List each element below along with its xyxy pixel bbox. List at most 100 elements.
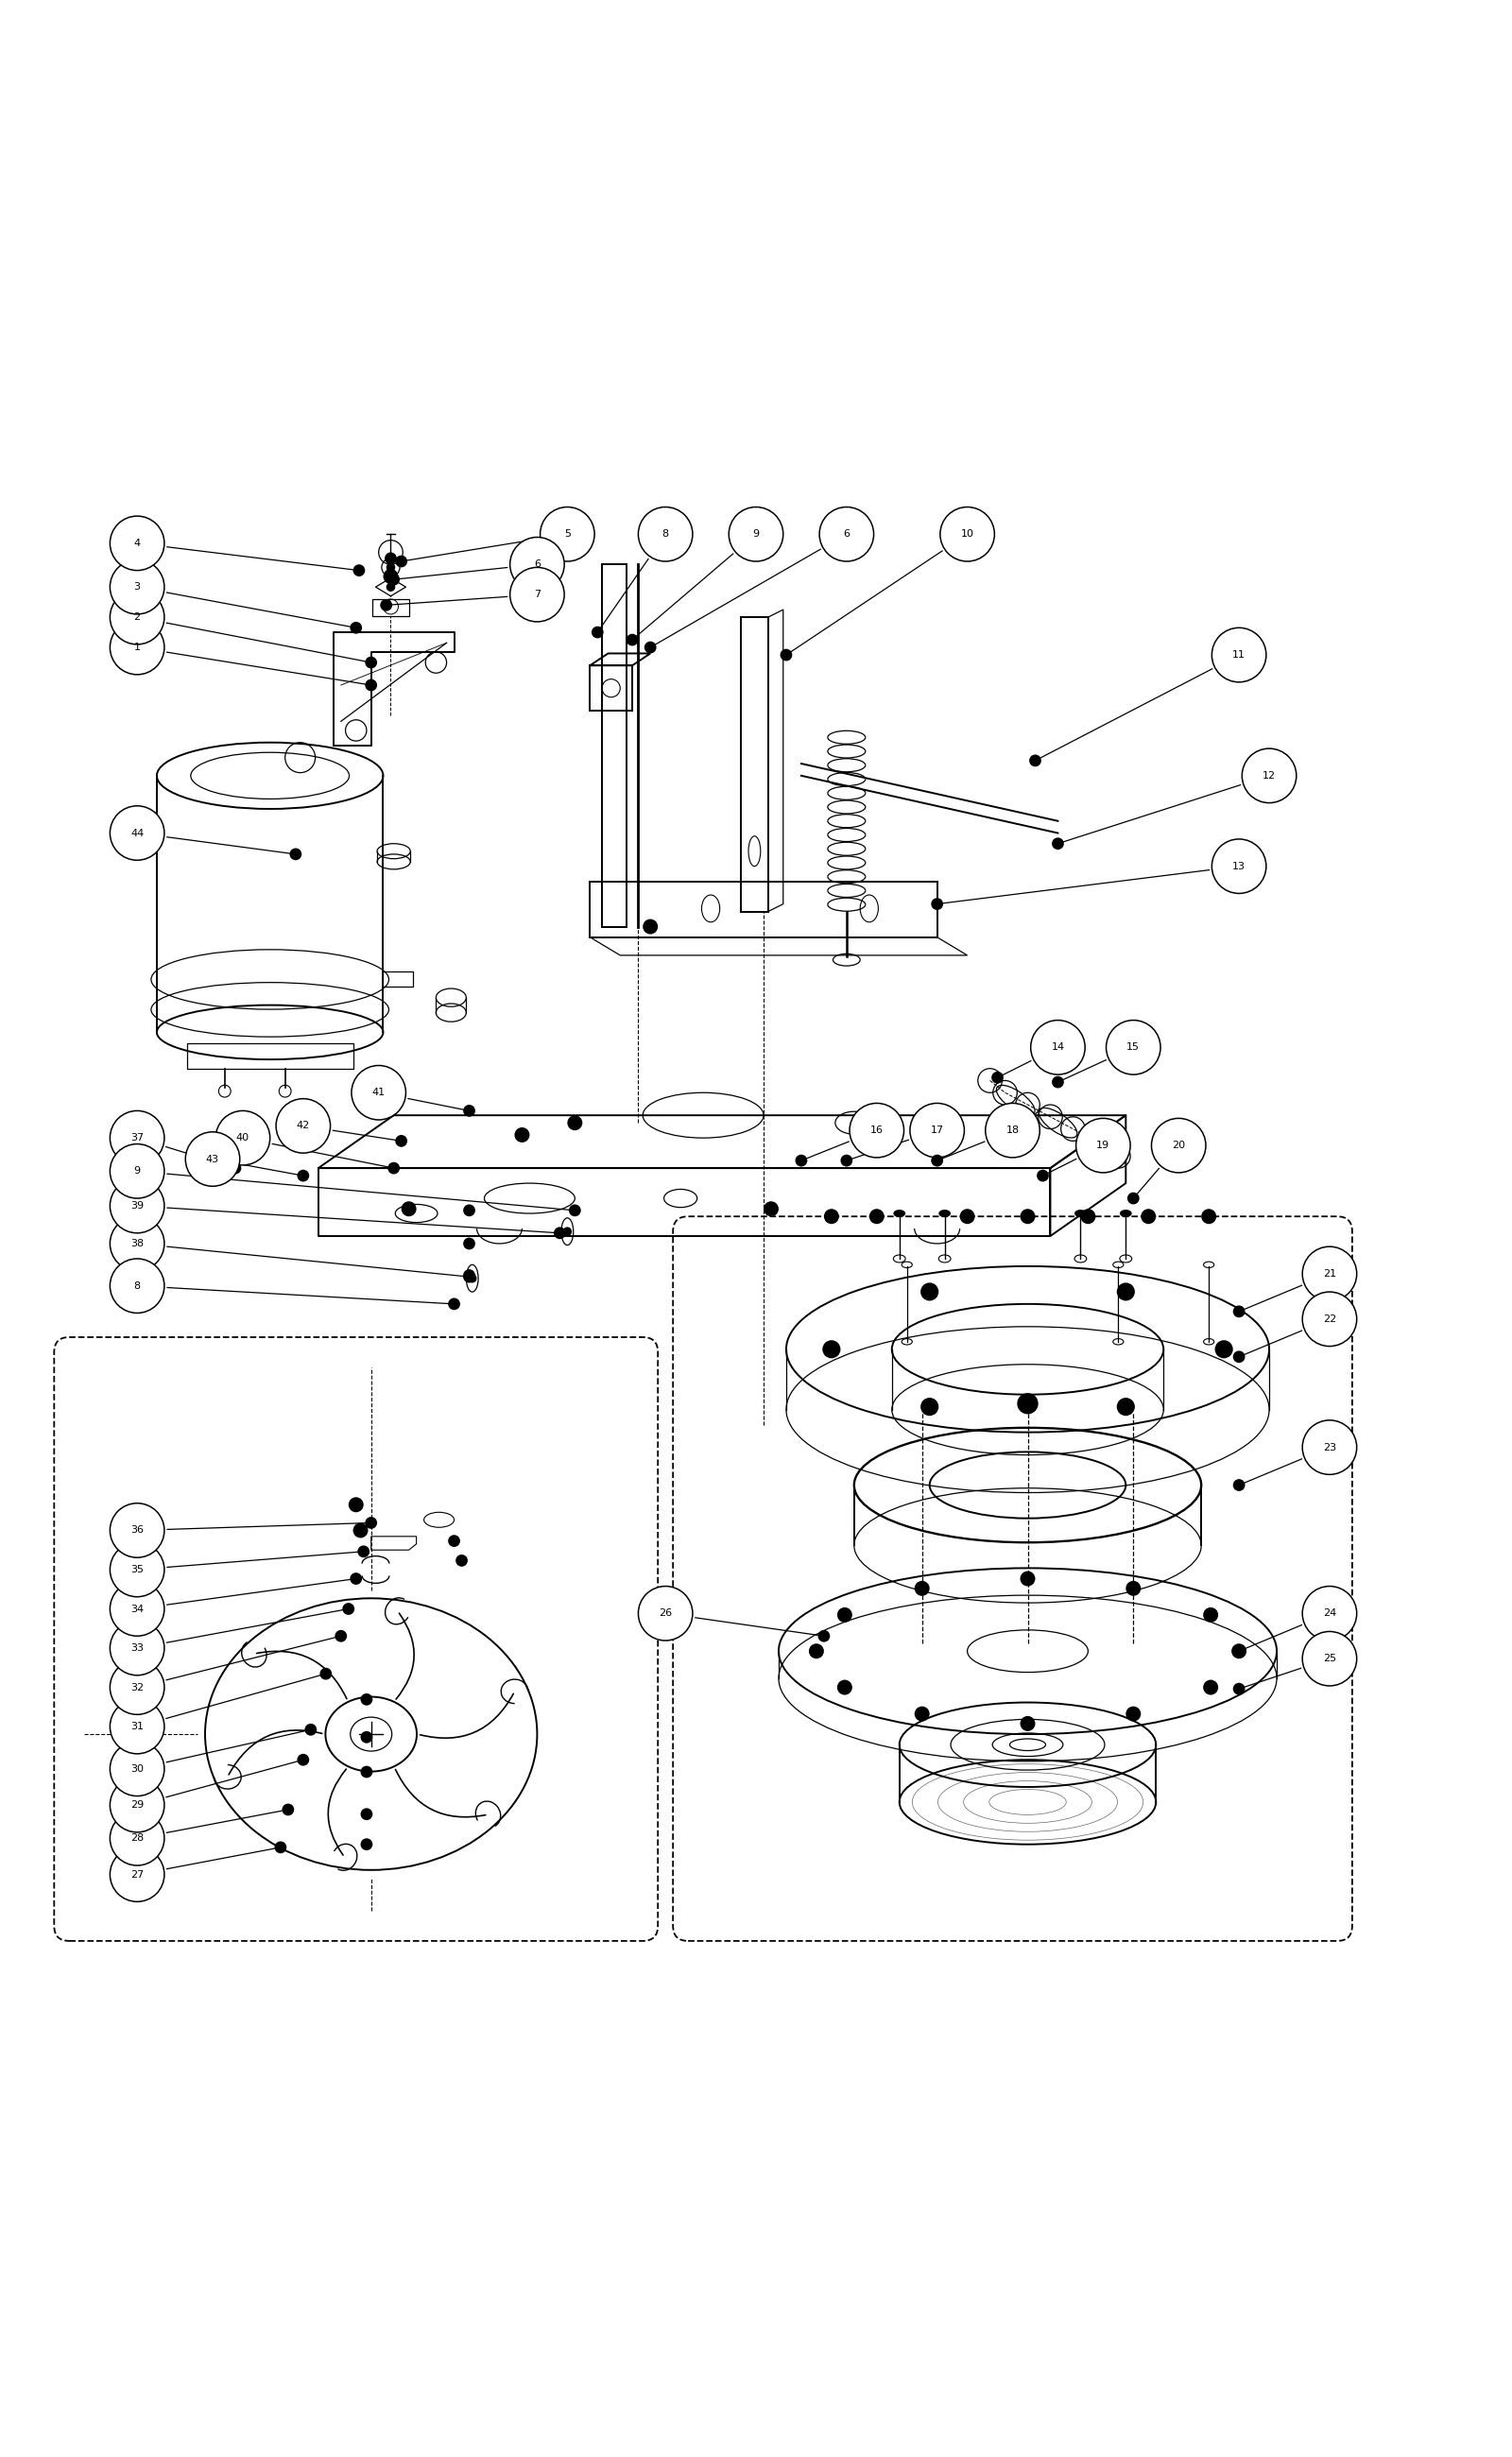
Circle shape xyxy=(1214,1339,1232,1359)
Circle shape xyxy=(818,1629,830,1641)
Circle shape xyxy=(277,1098,330,1152)
Circle shape xyxy=(110,1848,165,1902)
Circle shape xyxy=(216,1111,271,1165)
Circle shape xyxy=(386,563,395,572)
Text: 39: 39 xyxy=(130,1201,144,1211)
Text: 23: 23 xyxy=(1323,1442,1337,1452)
Text: 40: 40 xyxy=(236,1133,249,1143)
Text: 13: 13 xyxy=(1232,862,1246,870)
Circle shape xyxy=(1052,1076,1064,1088)
Circle shape xyxy=(395,1135,407,1147)
Circle shape xyxy=(910,1103,965,1157)
Circle shape xyxy=(510,568,564,622)
Circle shape xyxy=(1302,1292,1356,1346)
Circle shape xyxy=(467,1273,476,1283)
Text: 2: 2 xyxy=(133,612,141,622)
Circle shape xyxy=(448,1536,460,1548)
Circle shape xyxy=(1018,1393,1039,1415)
Circle shape xyxy=(357,1545,369,1558)
Ellipse shape xyxy=(939,1209,951,1216)
Ellipse shape xyxy=(1075,1209,1087,1216)
Text: 26: 26 xyxy=(659,1609,673,1619)
Circle shape xyxy=(869,1209,885,1224)
Text: 16: 16 xyxy=(869,1125,883,1135)
Circle shape xyxy=(360,1732,372,1742)
Circle shape xyxy=(823,1339,841,1359)
Circle shape xyxy=(342,1602,354,1614)
Circle shape xyxy=(1128,1192,1140,1204)
Circle shape xyxy=(1126,1705,1142,1722)
Text: 3: 3 xyxy=(135,582,141,592)
Circle shape xyxy=(351,1066,405,1120)
Circle shape xyxy=(463,1204,475,1216)
Circle shape xyxy=(1142,1209,1157,1224)
Text: 25: 25 xyxy=(1323,1654,1337,1663)
Circle shape xyxy=(824,1209,839,1224)
Circle shape xyxy=(110,1216,165,1270)
Text: 10: 10 xyxy=(960,528,974,538)
Circle shape xyxy=(349,1572,361,1585)
Text: 31: 31 xyxy=(130,1722,144,1732)
Text: 18: 18 xyxy=(1005,1125,1019,1135)
Circle shape xyxy=(352,1523,367,1538)
Text: 35: 35 xyxy=(130,1565,144,1575)
Circle shape xyxy=(514,1128,529,1143)
Circle shape xyxy=(387,1162,399,1174)
Circle shape xyxy=(838,1607,853,1622)
Circle shape xyxy=(110,1622,165,1676)
Circle shape xyxy=(850,1103,904,1157)
Text: 34: 34 xyxy=(130,1604,144,1614)
Circle shape xyxy=(110,1111,165,1165)
Circle shape xyxy=(110,1543,165,1597)
Circle shape xyxy=(380,600,392,612)
Text: 15: 15 xyxy=(1126,1042,1140,1052)
Circle shape xyxy=(809,1644,824,1658)
Circle shape xyxy=(940,506,995,560)
Circle shape xyxy=(638,506,692,560)
Circle shape xyxy=(1204,1681,1219,1695)
Circle shape xyxy=(384,553,396,565)
Circle shape xyxy=(110,1582,165,1636)
Circle shape xyxy=(553,1226,565,1238)
Text: 6: 6 xyxy=(534,560,540,570)
Circle shape xyxy=(1081,1209,1096,1224)
Text: 6: 6 xyxy=(844,528,850,538)
Circle shape xyxy=(110,1700,165,1754)
Circle shape xyxy=(110,1661,165,1715)
Text: 9: 9 xyxy=(133,1167,141,1177)
Circle shape xyxy=(349,622,361,634)
Circle shape xyxy=(729,506,783,560)
Circle shape xyxy=(1031,1020,1086,1074)
Circle shape xyxy=(1232,1351,1244,1364)
Circle shape xyxy=(1302,1631,1356,1686)
Circle shape xyxy=(383,570,398,585)
Circle shape xyxy=(455,1555,467,1568)
Text: 19: 19 xyxy=(1096,1140,1110,1150)
Text: 5: 5 xyxy=(564,528,570,538)
Circle shape xyxy=(591,627,603,639)
Ellipse shape xyxy=(894,1209,906,1216)
Circle shape xyxy=(463,1270,475,1283)
Circle shape xyxy=(626,634,638,646)
Circle shape xyxy=(290,848,302,860)
Circle shape xyxy=(448,1297,460,1310)
Circle shape xyxy=(1107,1020,1161,1074)
Circle shape xyxy=(820,506,874,560)
Text: 22: 22 xyxy=(1323,1314,1337,1324)
Circle shape xyxy=(931,1155,943,1167)
Text: 38: 38 xyxy=(130,1238,144,1248)
Circle shape xyxy=(1052,838,1064,850)
Ellipse shape xyxy=(1120,1209,1132,1216)
Text: 43: 43 xyxy=(206,1155,219,1165)
Circle shape xyxy=(1302,1246,1356,1300)
Circle shape xyxy=(364,1516,376,1528)
Circle shape xyxy=(305,1722,318,1735)
Circle shape xyxy=(643,919,658,934)
Text: 44: 44 xyxy=(130,828,144,838)
Text: 12: 12 xyxy=(1263,771,1276,781)
Circle shape xyxy=(1117,1283,1136,1300)
Circle shape xyxy=(1037,1170,1049,1182)
Circle shape xyxy=(562,1226,572,1236)
Circle shape xyxy=(386,582,395,592)
Text: 41: 41 xyxy=(372,1088,386,1098)
